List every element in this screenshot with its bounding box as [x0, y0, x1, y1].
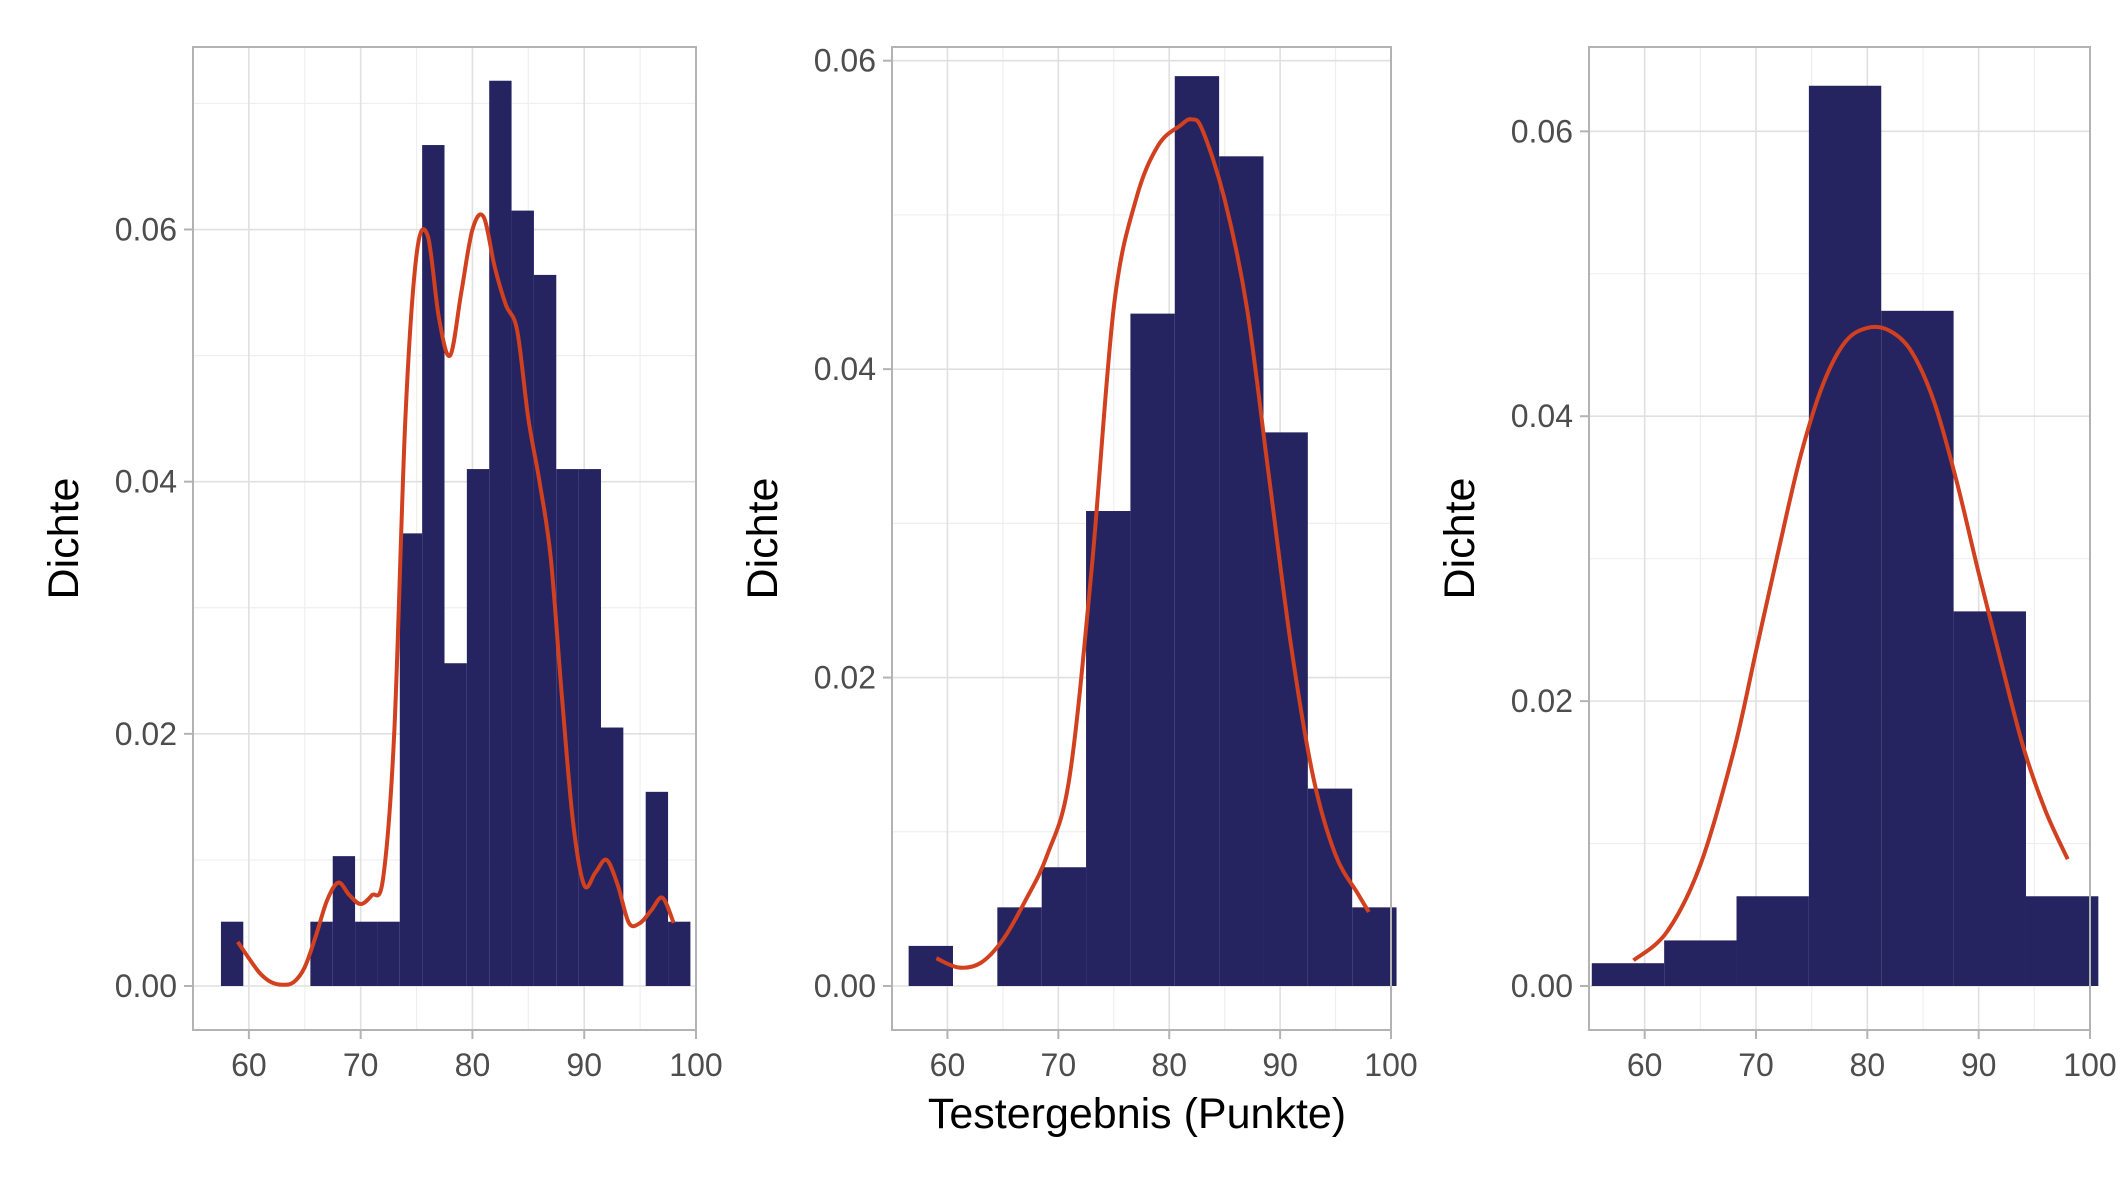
- histogram-panel-coarse-bins: 60 70 80 90 100 0.00 0.02 0.04 0.06 Dichte: [1436, 46, 2117, 1083]
- x-tick-label: 100: [1364, 1047, 1417, 1083]
- x-tick-label: 80: [1151, 1047, 1187, 1083]
- histogram-bar: [1307, 788, 1353, 986]
- x-tick-label: 60: [930, 1047, 966, 1083]
- x-tick-label: 90: [1262, 1047, 1298, 1083]
- histogram-bar: [332, 856, 356, 986]
- panel-border: [1588, 46, 2091, 1031]
- histogram-bar: [1808, 85, 1882, 986]
- y-tick-label: 0.04: [814, 351, 876, 387]
- histogram-bar: [1591, 963, 1665, 986]
- y-tick-label: 0.00: [115, 968, 177, 1004]
- histogram-bar: [1881, 310, 1954, 986]
- histogram-bar: [645, 791, 669, 986]
- y-tick-label: 0.02: [814, 660, 876, 696]
- x-tick-label: 90: [1961, 1047, 1997, 1083]
- histogram-bar: [310, 921, 333, 986]
- y-tick-label: 0.04: [1511, 398, 1573, 434]
- histogram-bar: [1219, 156, 1264, 986]
- histogram-bar: [399, 533, 423, 986]
- y-axis-title: Dichte: [40, 478, 88, 600]
- histogram-bar: [1130, 313, 1175, 986]
- histogram-bar: [466, 469, 490, 986]
- y-tick-label: 0.00: [814, 968, 876, 1004]
- density-curve: [1632, 324, 2070, 962]
- x-tick-label: 60: [231, 1047, 267, 1083]
- histogram-bar: [997, 907, 1042, 986]
- y-tick-label: 0.02: [115, 716, 177, 752]
- x-tick-label: 80: [1850, 1047, 1886, 1083]
- x-tick-label: 100: [2063, 1047, 2116, 1083]
- panel-border: [192, 46, 697, 1031]
- x-tick-label: 70: [1738, 1047, 1774, 1083]
- histogram-bar: [1953, 611, 2026, 986]
- histogram-bar: [1174, 76, 1220, 987]
- histogram-bar: [1736, 896, 1809, 986]
- y-tick-label: 0.02: [1511, 683, 1573, 719]
- x-axis-title: Testergebnis (Punkte): [928, 1090, 1346, 1138]
- density-curve: [236, 212, 676, 987]
- histogram-bar: [1352, 907, 1397, 986]
- y-tick-label: 0.00: [1511, 968, 1573, 1004]
- histogram-bar: [377, 921, 400, 986]
- histogram-bar: [422, 145, 445, 986]
- histogram-bar: [668, 921, 691, 986]
- x-tick-label: 100: [669, 1047, 722, 1083]
- x-tick-label: 70: [343, 1047, 379, 1083]
- x-tick-label: 80: [455, 1047, 491, 1083]
- y-tick-label: 0.06: [115, 212, 177, 248]
- histogram-bar: [1086, 511, 1131, 986]
- histogram-bar: [220, 921, 244, 986]
- histogram-bar: [1041, 867, 1087, 986]
- histogram-panel-medium-bins: 60 70 80 90 100 0.00 0.02 0.04 0.06 Dichte: [739, 43, 1418, 1083]
- density-curve: [935, 117, 1371, 970]
- y-tick-label: 0.06: [814, 43, 876, 79]
- histogram-bar: [600, 727, 624, 986]
- y-axis-title: Dichte: [1436, 478, 1484, 600]
- panel-border: [891, 46, 1392, 1031]
- x-tick-label: 90: [566, 1047, 602, 1083]
- histogram-bar: [444, 663, 467, 986]
- y-axis-title: Dichte: [739, 478, 787, 600]
- y-tick-label: 0.04: [115, 464, 177, 500]
- y-tick-label: 0.06: [1511, 113, 1573, 149]
- histogram-bar: [1664, 940, 1737, 986]
- histogram-bar: [2025, 896, 2099, 986]
- histogram-bar: [533, 274, 557, 986]
- x-tick-label: 60: [1627, 1047, 1663, 1083]
- histogram-panel-fine-bins: 60 70 80 90 100 0.00 0.02 0.04 0.06 Dichte: [40, 46, 723, 1083]
- histogram-bar: [355, 921, 378, 986]
- histogram-bar: [908, 945, 953, 986]
- histogram-bar: [556, 469, 579, 986]
- histogram-bar: [489, 80, 512, 986]
- histogram-bar: [578, 469, 601, 986]
- x-tick-label: 70: [1041, 1047, 1077, 1083]
